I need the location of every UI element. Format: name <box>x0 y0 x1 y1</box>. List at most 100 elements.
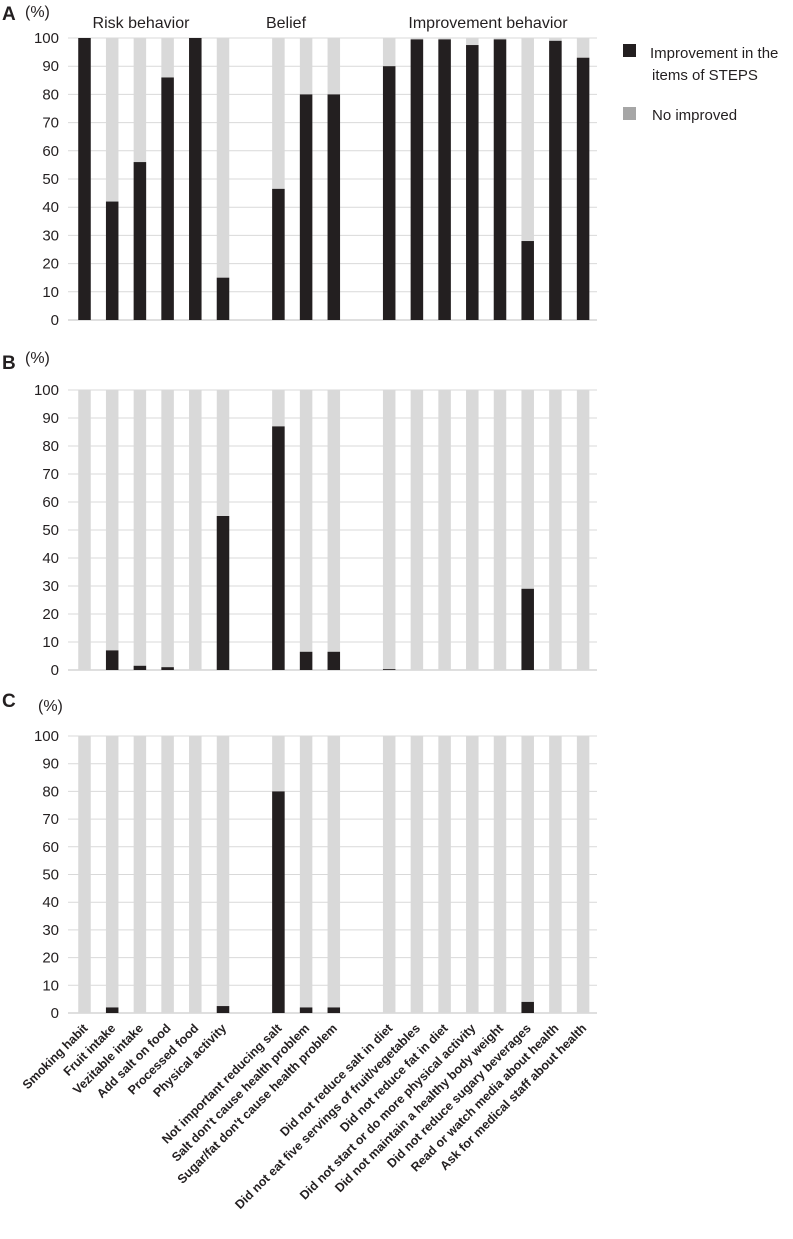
y-tick-label: 0 <box>51 312 59 329</box>
bar-improved <box>216 1006 230 1013</box>
y-tick-label: 10 <box>42 634 59 651</box>
bar-not-improved <box>105 390 119 670</box>
bar-not-improved <box>216 736 230 1013</box>
bar-improved <box>382 66 396 320</box>
y-tick-label: 50 <box>42 171 59 188</box>
legend-swatch-improved <box>623 44 636 57</box>
bar-not-improved <box>382 736 396 1013</box>
bar-not-improved <box>493 390 507 670</box>
y-unit-label: (%) <box>38 698 63 715</box>
bar-improved <box>133 162 147 320</box>
bar-not-improved <box>327 390 341 670</box>
bar-improved <box>521 241 534 320</box>
bar-improved <box>327 94 341 321</box>
bar-not-improved <box>105 736 119 1013</box>
bar-not-improved <box>410 736 424 1013</box>
bar-improved <box>105 1007 119 1013</box>
y-tick-label: 70 <box>42 811 59 828</box>
bar-improved <box>493 39 507 320</box>
bar-not-improved <box>299 736 313 1013</box>
bar-improved <box>466 45 479 321</box>
bar-not-improved <box>133 390 147 670</box>
bar-not-improved <box>133 736 147 1013</box>
bar-not-improved <box>576 390 590 670</box>
bar-improved <box>105 201 119 320</box>
bar-improved <box>438 39 451 320</box>
y-tick-label: 10 <box>42 284 59 301</box>
y-tick-label: 0 <box>51 1005 59 1022</box>
y-tick-label: 30 <box>42 578 59 595</box>
y-tick-label: 90 <box>42 410 59 427</box>
panel-letter-c: C <box>2 691 16 712</box>
bar-improved <box>78 38 91 320</box>
y-tick-label: 100 <box>34 728 59 745</box>
bar-improved <box>549 40 562 320</box>
bar-not-improved <box>493 736 507 1013</box>
bar-not-improved <box>410 390 424 670</box>
legend-swatch-not-improved <box>623 107 636 120</box>
bar-improved <box>521 588 534 670</box>
bar-improved <box>410 39 424 320</box>
bar-improved <box>327 651 341 670</box>
bar-not-improved <box>161 736 174 1013</box>
bar-not-improved <box>78 736 91 1013</box>
y-tick-label: 100 <box>34 30 59 47</box>
y-tick-label: 80 <box>42 86 59 103</box>
y-tick-label: 50 <box>42 522 59 539</box>
bar-not-improved <box>78 390 91 670</box>
bar-not-improved <box>189 390 202 670</box>
bar-not-improved <box>161 390 174 670</box>
y-tick-label: 70 <box>42 466 59 483</box>
bar-improved <box>133 665 147 670</box>
bar-not-improved <box>466 736 479 1013</box>
y-tick-label: 30 <box>42 227 59 244</box>
bar-not-improved <box>189 736 202 1013</box>
y-tick-label: 40 <box>42 199 59 216</box>
bar-improved <box>161 77 174 320</box>
y-tick-label: 60 <box>42 143 59 160</box>
y-tick-label: 80 <box>42 783 59 800</box>
y-tick-label: 60 <box>42 494 59 511</box>
bar-improved <box>382 669 396 670</box>
y-tick-label: 20 <box>42 950 59 967</box>
bar-improved <box>521 1001 534 1013</box>
bar-improved <box>272 426 285 670</box>
y-unit-label: (%) <box>25 350 50 367</box>
bar-not-improved <box>549 390 562 670</box>
y-tick-label: 10 <box>42 977 59 994</box>
bar-improved <box>299 94 313 321</box>
y-tick-label: 30 <box>42 922 59 939</box>
legend-label-improved: Improvement in the items of STEPS <box>650 45 778 84</box>
y-tick-label: 20 <box>42 606 59 623</box>
bar-not-improved <box>466 390 479 670</box>
bar-improved <box>216 516 230 670</box>
y-unit-label: (%) <box>25 4 50 21</box>
bar-not-improved <box>299 390 313 670</box>
legend-label-not-improved: No improved <box>652 107 737 124</box>
bar-improved <box>576 57 590 321</box>
bar-improved <box>189 38 202 320</box>
y-tick-label: 40 <box>42 894 59 911</box>
group-label: Belief <box>266 15 307 32</box>
bar-not-improved <box>438 390 451 670</box>
bar-not-improved <box>549 736 562 1013</box>
bar-not-improved <box>216 38 230 320</box>
y-tick-label: 70 <box>42 115 59 132</box>
y-tick-label: 50 <box>42 867 59 884</box>
panel-letter-a: A <box>2 4 16 25</box>
y-tick-label: 20 <box>42 256 59 273</box>
bar-improved <box>327 1007 341 1013</box>
group-label: Risk behavior <box>93 15 191 32</box>
bar-improved <box>272 791 285 1013</box>
y-tick-label: 60 <box>42 839 59 856</box>
bar-improved <box>299 651 313 670</box>
bar-improved <box>105 650 119 670</box>
bar-improved <box>161 667 174 670</box>
bar-improved <box>272 188 285 320</box>
bar-not-improved <box>438 736 451 1013</box>
panel-letter-b: B <box>2 353 16 374</box>
y-tick-label: 100 <box>34 382 59 399</box>
bar-not-improved <box>521 736 534 1013</box>
